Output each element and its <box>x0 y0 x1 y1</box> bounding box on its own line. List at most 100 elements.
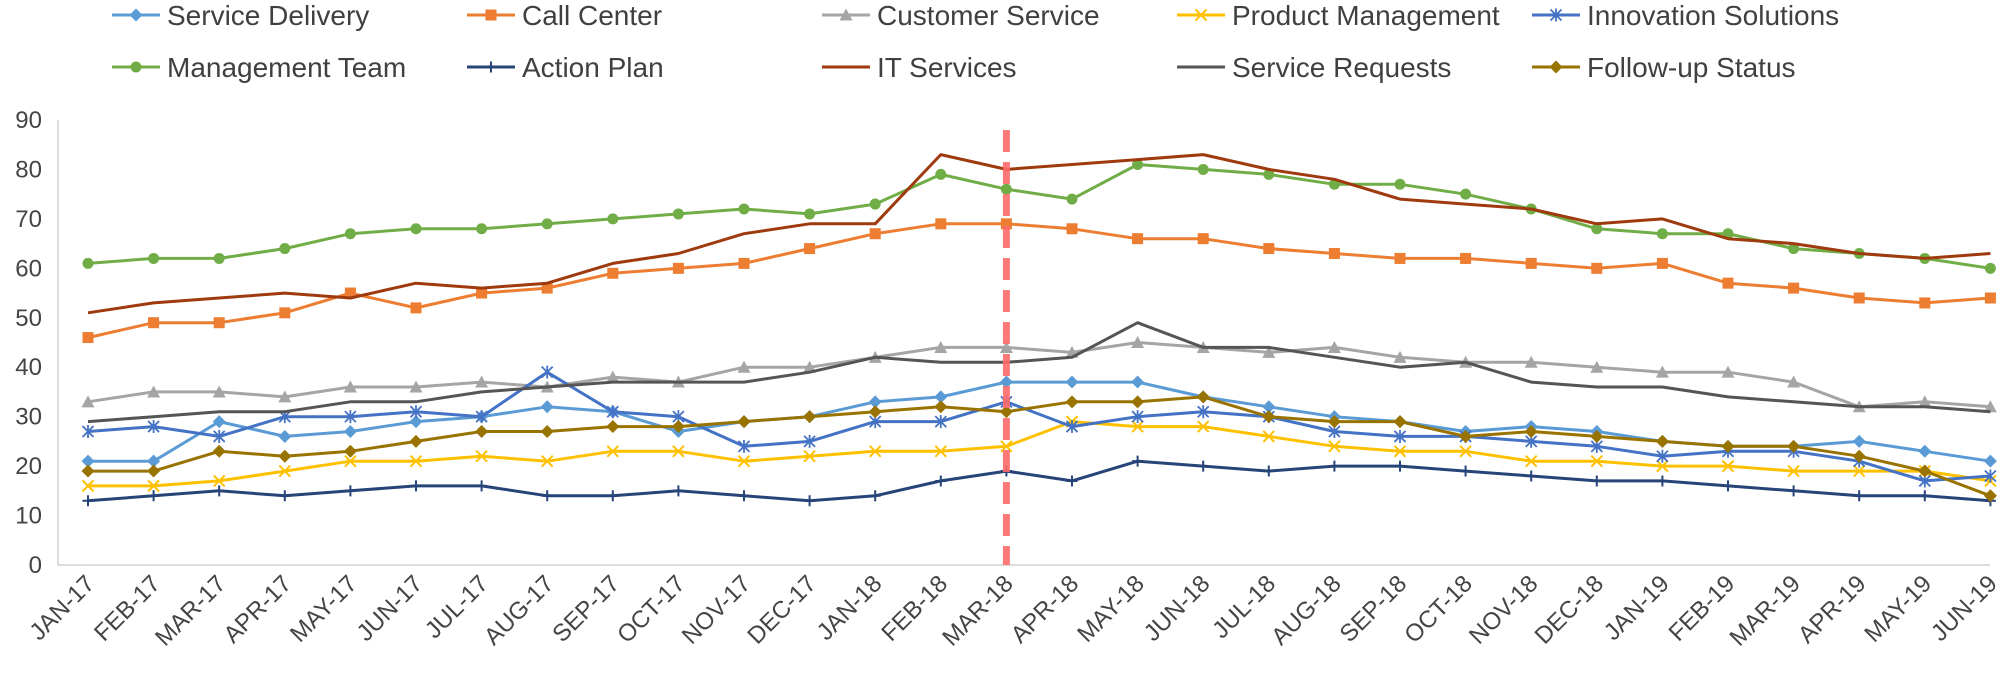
x-tick-label: MAY-18 <box>1072 570 1150 648</box>
data-point <box>606 405 619 419</box>
data-point <box>1788 485 1800 497</box>
data-point <box>672 208 684 220</box>
data-point <box>672 262 684 274</box>
legend-marker <box>1194 8 1208 22</box>
data-point <box>81 425 95 438</box>
data-point <box>82 495 94 507</box>
data-point <box>803 360 817 373</box>
data-point <box>540 425 554 438</box>
series-call-center <box>82 218 1996 344</box>
x-tick-label: SEP-17 <box>547 570 625 648</box>
legend-label: Customer Service <box>877 0 1100 31</box>
series-line <box>88 395 1991 498</box>
data-point <box>540 454 554 468</box>
series-line <box>88 420 1991 488</box>
data-point <box>1984 262 1996 274</box>
data-point <box>344 410 357 424</box>
data-point <box>1000 440 1013 453</box>
data-point <box>1919 297 1931 309</box>
data-point <box>1460 188 1472 200</box>
legend-marker <box>130 61 142 73</box>
data-point <box>1787 375 1801 388</box>
data-point <box>1722 277 1734 289</box>
x-tick-label: DEC-18 <box>1530 570 1609 649</box>
data-point <box>1262 430 1276 443</box>
data-point <box>1853 292 1865 304</box>
data-point <box>1262 400 1276 414</box>
x-tick-label: JAN-19 <box>1599 570 1675 646</box>
data-point <box>934 400 948 414</box>
data-point <box>344 485 356 497</box>
x-tick-label: SEP-18 <box>1335 570 1413 648</box>
legend-marker <box>1549 8 1563 22</box>
legend-label: Follow-up Status <box>1587 52 1796 83</box>
data-point <box>671 420 685 434</box>
data-point <box>1787 439 1801 453</box>
data-point <box>1656 475 1668 487</box>
data-point <box>869 228 881 240</box>
data-point <box>1328 248 1340 259</box>
data-point <box>540 400 554 414</box>
data-point <box>212 444 226 458</box>
data-point <box>409 454 423 468</box>
data-point <box>1262 345 1276 358</box>
data-point <box>278 464 292 478</box>
data-point <box>1131 420 1144 433</box>
data-point <box>738 257 750 269</box>
data-point <box>409 415 423 429</box>
data-point <box>1394 460 1406 472</box>
data-point <box>147 420 160 434</box>
legend-label: Product Management <box>1232 0 1500 31</box>
data-point <box>607 213 619 225</box>
x-tick-label: JUN-17 <box>352 570 429 647</box>
data-point <box>1328 440 1341 453</box>
data-point <box>738 203 750 215</box>
data-point <box>672 485 684 497</box>
y-tick-label: 0 <box>29 552 42 579</box>
data-point <box>737 415 751 429</box>
data-point <box>1983 454 1997 468</box>
data-point <box>1065 395 1079 409</box>
data-point <box>1524 355 1538 368</box>
data-point <box>1327 340 1341 353</box>
data-point <box>1983 400 1997 413</box>
data-point <box>1460 465 1472 477</box>
data-point <box>343 380 357 393</box>
series-follow-up-status <box>81 390 1997 503</box>
data-point <box>81 479 95 493</box>
data-point <box>1459 445 1472 458</box>
plot-area: 0102030405060708090JAN-17FEB-17MAR-17APR… <box>15 107 2000 651</box>
data-point <box>1655 434 1669 448</box>
data-point <box>1065 375 1079 389</box>
y-tick-label: 10 <box>15 503 42 530</box>
data-point <box>475 450 488 463</box>
legend-marker <box>129 8 143 22</box>
data-point <box>607 490 619 502</box>
x-tick-label: OCT-18 <box>1399 570 1478 649</box>
legend-item-customer-service: Customer Service <box>822 0 1100 31</box>
data-point <box>1393 445 1407 458</box>
data-point <box>1263 168 1275 180</box>
data-point <box>1132 455 1144 467</box>
data-point <box>1656 459 1669 473</box>
x-tick-label: MAY-19 <box>1859 570 1937 648</box>
data-point <box>1393 415 1407 429</box>
data-point <box>804 495 816 507</box>
series-management-team <box>82 159 1996 274</box>
data-point <box>1524 454 1538 468</box>
x-tick-label: JUN-19 <box>1926 570 2000 647</box>
data-point <box>869 490 881 502</box>
legend-marker <box>485 9 497 21</box>
data-point <box>278 449 292 463</box>
data-point <box>804 208 816 220</box>
legend-item-management-team: Management Team <box>112 52 406 83</box>
legend-item-action-plan: Action Plan <box>467 52 664 83</box>
x-tick-label: MAR-19 <box>1725 570 1806 651</box>
data-point <box>999 375 1013 389</box>
data-point <box>607 267 619 279</box>
legend-label: Service Requests <box>1232 52 1451 83</box>
data-point <box>1655 365 1669 378</box>
data-point <box>1132 159 1144 170</box>
data-point <box>1656 228 1668 240</box>
